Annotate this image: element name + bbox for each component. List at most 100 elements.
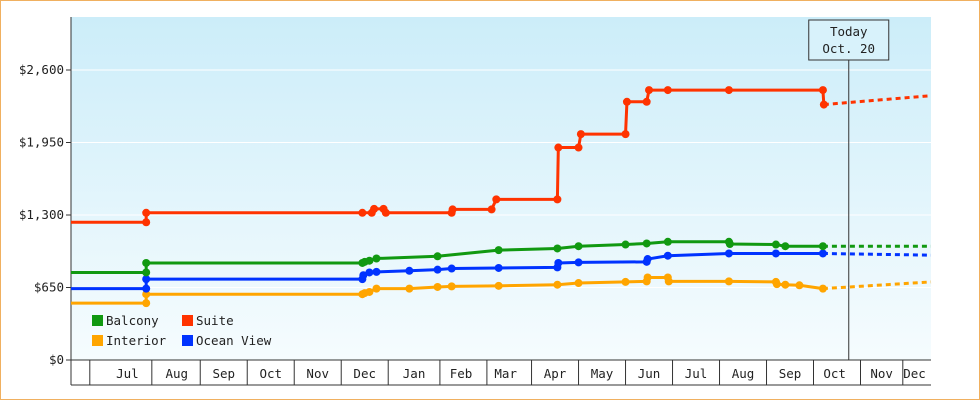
data-point [372,254,381,263]
x-tick-label: Sep [779,366,802,381]
data-point [381,208,390,217]
legend-entry-balcony: Balcony [92,313,159,328]
data-point [819,100,828,109]
data-point [621,277,630,286]
x-tick-label: Oct [259,366,282,381]
y-tick-label: $2,600 [19,62,64,77]
series-suite [71,86,932,227]
y-axis-ticks: $0 $650 $1,300 $1,950 $2,600 [19,17,72,385]
data-point [142,268,151,277]
today-marker: Today Oct. 20 [808,19,890,360]
data-point [487,205,496,214]
data-point [494,281,503,290]
x-tick-label: Apr [544,366,567,381]
data-point [664,277,673,286]
today-date: Oct. 20 [822,41,875,56]
y-tick-label: $1,950 [19,135,64,150]
x-tick-label: Feb [450,366,473,381]
data-point [142,275,151,284]
data-point [781,280,790,289]
legend-swatch [182,315,193,326]
data-point [433,282,442,291]
data-point [642,239,651,248]
data-point [621,130,630,139]
x-tick-label: Dec [353,366,376,381]
legend: Suite Balcony Interior Ocean View [92,313,272,348]
data-point [553,195,562,204]
data-point [772,280,781,289]
x-tick-label: Jan [403,366,426,381]
x-tick-label: Sep [212,366,235,381]
data-point [142,218,151,227]
data-point [576,130,585,139]
legend-label: Balcony [106,313,159,328]
data-point [795,281,804,290]
data-point [645,86,654,95]
legend-label: Suite [196,313,234,328]
data-point [447,264,456,273]
data-point [663,251,672,260]
y-tick-label: $650 [34,280,64,295]
data-point [724,86,733,95]
data-point [142,208,151,217]
data-point [370,204,379,213]
x-axis: Jul Aug Sep Oct Nov Dec Jan Feb Mar Apr May Jun Jul A… [71,359,931,386]
legend-swatch [92,315,103,326]
data-point [725,240,734,248]
x-tick-label: Oct [823,366,846,381]
x-tick-label: Nov [870,366,893,381]
data-point [724,249,733,258]
data-point [818,284,827,293]
data-point [494,246,503,255]
data-point [818,86,827,95]
data-point [365,268,374,277]
plot-background [71,17,931,360]
legend-entry-suite: Suite [182,313,234,328]
data-point [448,205,457,214]
data-point [554,143,563,152]
x-tick-label: Jul [685,366,708,381]
x-tick-label: Aug [165,366,188,381]
legend-label: Ocean View [196,333,272,348]
series-forecast-interior [822,280,932,291]
data-point [433,252,442,261]
data-point [574,258,583,267]
data-point [771,249,780,258]
data-point [553,244,562,253]
data-point [433,265,442,274]
x-tick-label: May [591,366,614,381]
data-point [494,263,503,272]
data-point [142,299,151,308]
x-tick-label: Mar [494,366,517,381]
data-point [663,237,672,246]
data-point [724,277,733,286]
legend-swatch [182,335,193,346]
data-point [622,97,631,106]
data-point [358,208,367,217]
x-tick-label: Jun [638,366,661,381]
data-point [818,242,827,251]
data-point [574,242,583,251]
data-point [359,271,368,280]
data-point [142,284,151,293]
today-box [808,19,890,61]
series-forecast-ocean-view [822,251,932,257]
x-tick-label: Jul [116,366,139,381]
data-point [492,195,501,204]
data-point [621,240,630,249]
data-point [642,97,651,106]
data-point [365,256,374,265]
legend-swatch [92,335,103,346]
data-point [372,284,381,293]
x-tick-label: Dec [903,366,926,381]
data-point [405,266,414,275]
today-label: Today [830,24,868,39]
series-interior [71,273,932,308]
data-point [663,86,672,95]
series-balcony [71,237,931,277]
series-layer [71,86,932,308]
data-point [553,280,562,289]
data-point [643,255,652,264]
data-point [643,273,652,282]
legend-entry-ocean-view: Ocean View [182,333,272,348]
